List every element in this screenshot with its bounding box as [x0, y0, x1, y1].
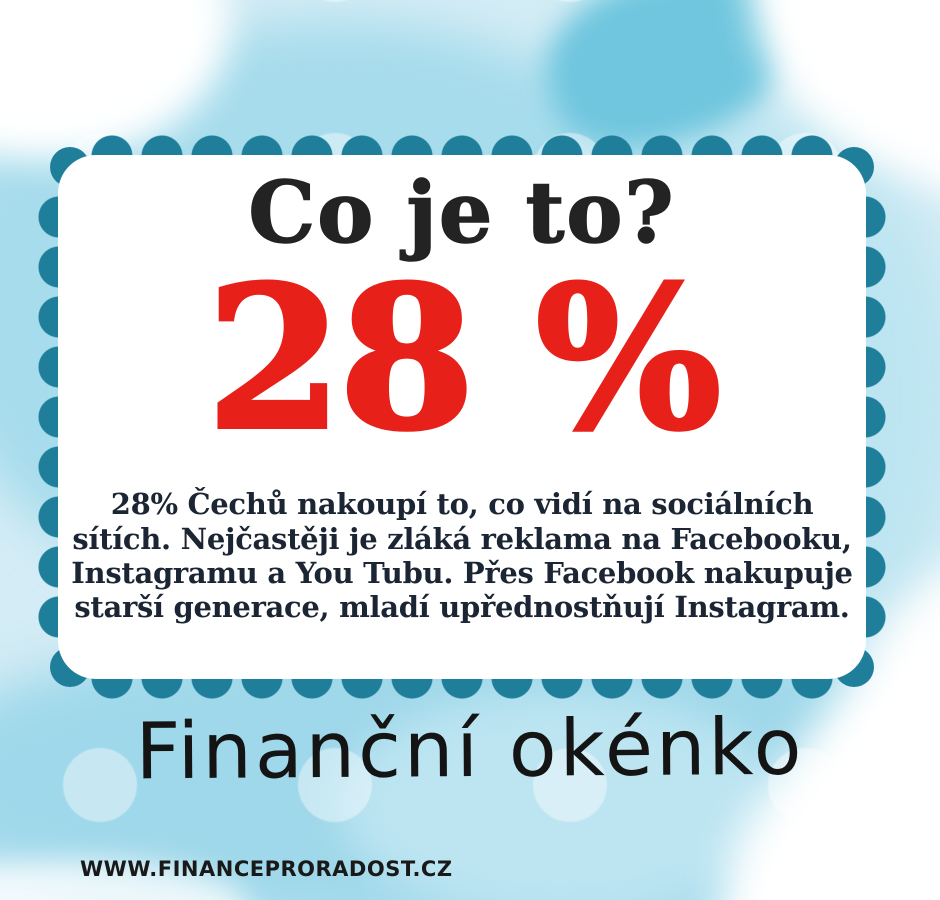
description-line: Instagramu a You Tubu. Přes Facebook nak… — [71, 555, 853, 590]
website-url: WWW.FINANCEPRORADOST.CZ — [80, 857, 453, 881]
card-panel: Co je to? 28 % 28% Čechů nakoupí to, co … — [58, 155, 866, 679]
description-line: starší generace, mladí upřednostňují Ins… — [74, 589, 850, 624]
watercolor-blob — [340, 690, 780, 900]
brand-name: Finanční okénko — [135, 702, 805, 798]
description-line: sítích. Nejčastěji je zláká reklama na F… — [72, 521, 852, 556]
info-card: Co je to? 28 % 28% Čechů nakoupí to, co … — [38, 135, 886, 699]
statistic-value: 28 % — [204, 244, 723, 474]
statistic-description: 28% Čechů nakoupí to, co vidí na sociáln… — [58, 487, 866, 624]
description-line: 28% Čechů nakoupí to, co vidí na sociáln… — [110, 487, 814, 522]
card-title: Co je to? — [248, 163, 676, 262]
